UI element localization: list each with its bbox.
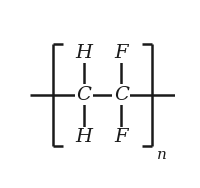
Text: H: H [75,128,92,146]
Text: F: F [115,128,128,146]
Text: C: C [76,86,91,104]
Text: F: F [115,44,128,62]
Text: H: H [75,44,92,62]
Text: C: C [114,86,129,104]
Text: n: n [157,148,167,162]
